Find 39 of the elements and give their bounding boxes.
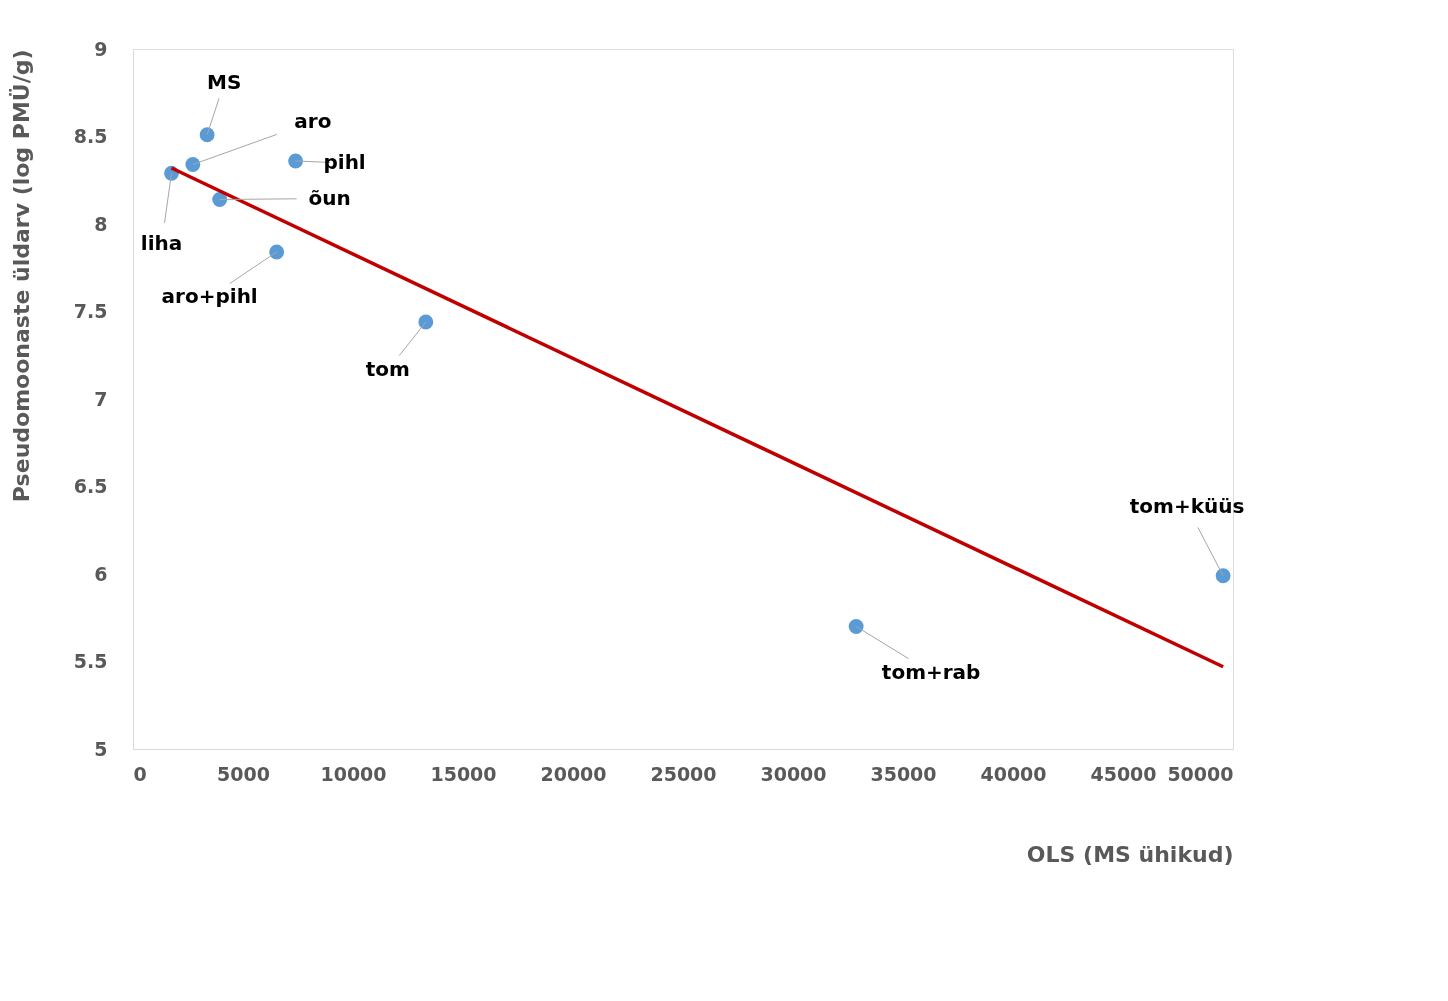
x-tick-label: 15000 (430, 762, 497, 785)
y-tick-label: 5 (94, 737, 108, 760)
point (269, 244, 285, 260)
x-tick-label: 45000 (1090, 762, 1157, 785)
annotation: MS (206, 69, 242, 94)
annotation: tom+küüs (1129, 493, 1245, 518)
annotation: aro+pihl (161, 284, 258, 308)
x-tick-label: 5000 (217, 762, 270, 785)
point (848, 619, 864, 634)
y-tick-label: 7.5 (73, 300, 108, 322)
y-tick-label: 9 (94, 37, 108, 60)
y-tick-label: 5.5 (73, 650, 108, 672)
x-tick-label: 30000 (760, 762, 827, 785)
y-tick-label: 7 (94, 387, 108, 410)
y-tick-label: 8 (94, 212, 108, 235)
point (1215, 568, 1231, 584)
point (418, 314, 434, 330)
annotation: pihl (323, 150, 366, 174)
point (212, 192, 228, 207)
y-tick-label: 8.5 (73, 125, 108, 147)
x-tick-label: 40000 (980, 762, 1047, 785)
annotation: tom+rab (881, 659, 981, 684)
x-tick-label: 10000 (320, 762, 387, 785)
annotation: tom (365, 357, 410, 381)
x-tick-label: 25000 (650, 762, 717, 785)
x-axis-title: OLS (MS ühikud) (1026, 841, 1234, 867)
y-axis-title: Pseudomoonaste üldarv (log PMÜ/g) (8, 49, 34, 503)
annotation: aro (294, 108, 332, 133)
y-tick-label: 6 (94, 562, 108, 585)
x-tick-label: 35000 (870, 762, 937, 785)
x-tick-label: 20000 (540, 762, 607, 785)
point (288, 153, 303, 169)
point (199, 127, 215, 143)
point (185, 157, 201, 172)
annotation: liha (140, 231, 183, 256)
annotation: õun (308, 185, 351, 210)
x-tick-label: 50000 (1167, 762, 1234, 785)
y-tick-label: 6.5 (73, 475, 108, 497)
x-tick-label: 0 (133, 762, 147, 785)
